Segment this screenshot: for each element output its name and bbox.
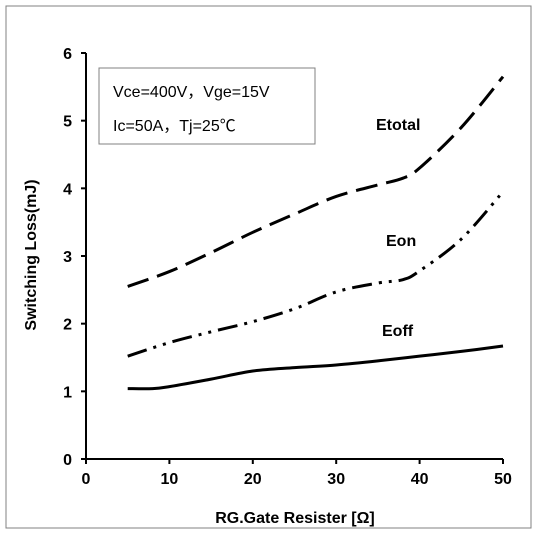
ticks-layer: 0 10 20 30 40 50 0 1 2 3 4 5 6: [63, 46, 512, 488]
conditions-box: [98, 67, 316, 145]
x-tick-label: 30: [327, 471, 345, 488]
series-label-eon: Eon: [386, 233, 416, 250]
y-tick-label: 5: [63, 114, 72, 131]
y-tick-label: 6: [63, 46, 72, 63]
series-line-etotal: [127, 75, 505, 288]
y-tick-label: 1: [63, 384, 72, 401]
x-tick-label: 10: [161, 471, 179, 488]
series-label-eoff: Eoff: [382, 323, 414, 340]
y-tick-label: 2: [63, 317, 72, 334]
series-line-eon: [127, 190, 505, 358]
y-tick-label: 4: [63, 181, 72, 198]
x-tick-label: 0: [82, 471, 91, 488]
condition-line-1: Vce=400V，Vge=15V: [113, 84, 270, 101]
series-label-etotal: Etotal: [376, 117, 420, 134]
series-line-eoff: [127, 344, 504, 391]
x-tick-label: 50: [494, 471, 512, 488]
y-tick-label: 3: [63, 249, 72, 266]
x-axis-title: RG.Gate Resister [Ω]: [215, 510, 375, 527]
y-axis-title: Switching Loss(mJ): [23, 179, 40, 330]
y-tick-label: 0: [63, 452, 72, 469]
x-tick-label: 20: [244, 471, 262, 488]
condition-line-2: Ic=50A，Tj=25℃: [113, 118, 236, 135]
series-layer: [127, 75, 505, 391]
x-tick-label: 40: [411, 471, 429, 488]
